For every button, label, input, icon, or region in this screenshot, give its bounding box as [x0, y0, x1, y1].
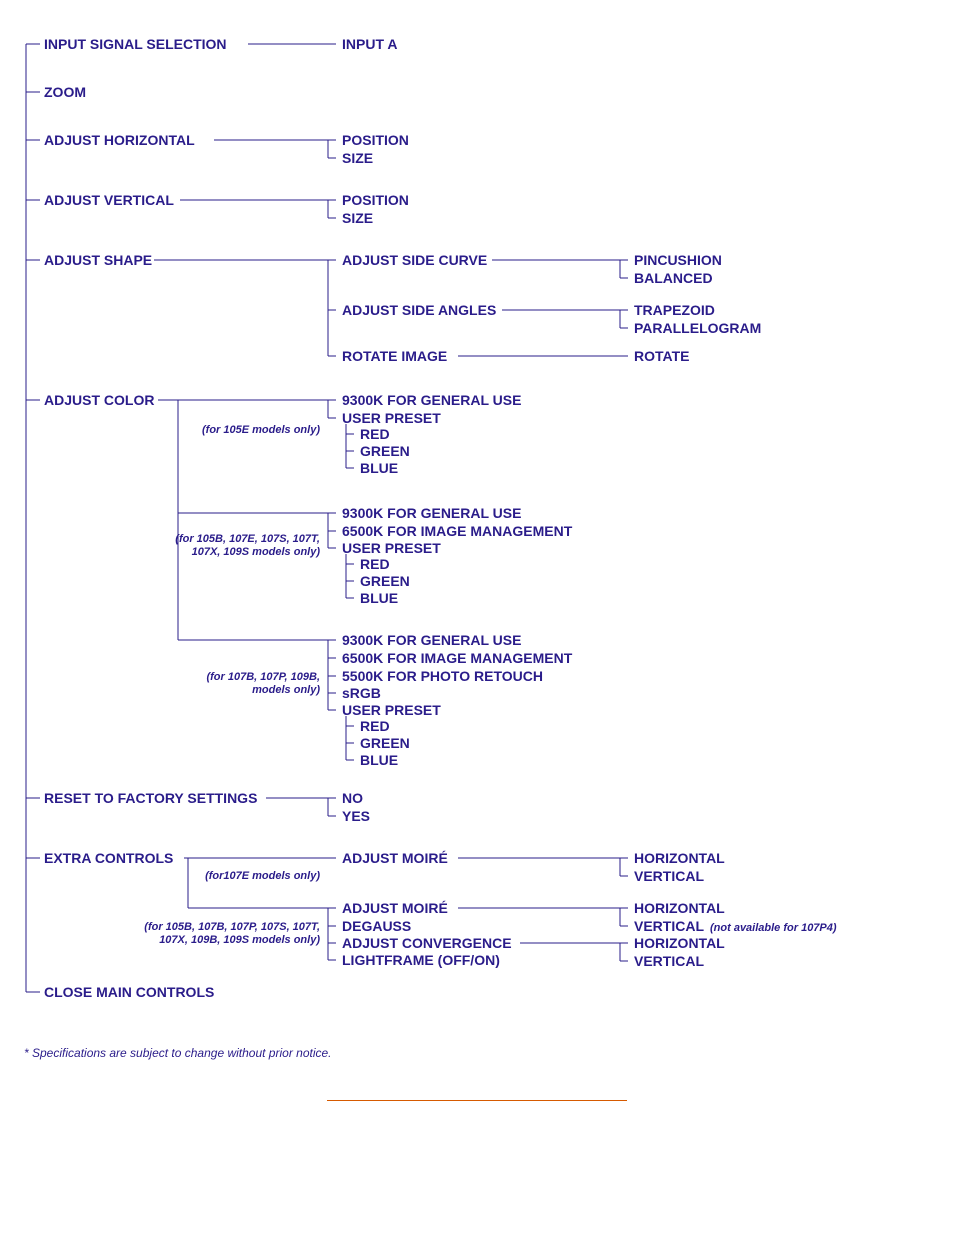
l2-moire-1: ADJUST MOIRÉ: [342, 850, 448, 866]
l2-5500-3: 5500K FOR PHOTO RETOUCH: [342, 668, 543, 684]
divider-rule: [327, 1100, 627, 1101]
l3-vert-2: VERTICAL: [634, 918, 704, 934]
l3-rotate: ROTATE: [634, 348, 689, 364]
l2-srgb-3: sRGB: [342, 685, 381, 701]
note-107e: (for107E models only): [205, 870, 320, 882]
l2-green-3: GREEN: [360, 735, 410, 751]
l2-convergence: ADJUST CONVERGENCE: [342, 935, 512, 951]
l2-6500-3: 6500K FOR IMAGE MANAGEMENT: [342, 650, 573, 666]
l2-side-curve: ADJUST SIDE CURVE: [342, 252, 487, 268]
l2-6500-2: 6500K FOR IMAGE MANAGEMENT: [342, 523, 573, 539]
l2-blue-2: BLUE: [360, 590, 398, 606]
l2-lightframe: LIGHTFRAME (OFF/ON): [342, 952, 500, 968]
l1-close: CLOSE MAIN CONTROLS: [44, 984, 214, 1000]
note-3a: (for 107B, 107P, 109B,: [206, 671, 320, 683]
l3-vert-note: (not available for 107P4): [710, 922, 837, 934]
l1-reset: RESET TO FACTORY SETTINGS: [44, 790, 257, 806]
l1-extra: EXTRA CONTROLS: [44, 850, 173, 866]
l2-red-3: RED: [360, 718, 390, 734]
note-5a: (for 105B, 107B, 107P, 107S, 107T,: [144, 921, 320, 933]
l2-blue-1: BLUE: [360, 460, 398, 476]
l3-horiz-2: HORIZONTAL: [634, 900, 725, 916]
l2-yes: YES: [342, 808, 370, 824]
l2-9300-2: 9300K FOR GENERAL USE: [342, 505, 521, 521]
l1-adj-h: ADJUST HORIZONTAL: [44, 132, 195, 148]
l3-horiz-3: HORIZONTAL: [634, 935, 725, 951]
l3-parallel: PARALLELOGRAM: [634, 320, 761, 336]
l2-red-1: RED: [360, 426, 390, 442]
l2-input-a: INPUT A: [342, 36, 397, 52]
l2-side-angles: ADJUST SIDE ANGLES: [342, 302, 496, 318]
note-2b: 107X, 109S models only): [192, 546, 321, 558]
l2-green-2: GREEN: [360, 573, 410, 589]
l3-balanced: BALANCED: [634, 270, 713, 286]
l2-9300-3: 9300K FOR GENERAL USE: [342, 632, 521, 648]
note-105e: (for 105E models only): [202, 424, 320, 436]
l1-adj-v: ADJUST VERTICAL: [44, 192, 174, 208]
l2-position-v: POSITION: [342, 192, 409, 208]
l2-size-h: SIZE: [342, 150, 373, 166]
note-2a: (for 105B, 107E, 107S, 107T,: [175, 533, 320, 545]
l3-vert-3: VERTICAL: [634, 953, 704, 969]
l2-blue-3: BLUE: [360, 752, 398, 768]
footnote: * Specifications are subject to change w…: [24, 1046, 944, 1060]
l2-rotate-img: ROTATE IMAGE: [342, 348, 447, 364]
note-5b: 107X, 109B, 109S models only): [159, 934, 320, 946]
l2-red-2: RED: [360, 556, 390, 572]
l2-no: NO: [342, 790, 363, 806]
l1-adj-color: ADJUST COLOR: [44, 392, 154, 408]
l2-position-h: POSITION: [342, 132, 409, 148]
l2-userpreset-1: USER PRESET: [342, 410, 441, 426]
l2-moire-2: ADJUST MOIRÉ: [342, 900, 448, 916]
l2-userpreset-3: USER PRESET: [342, 702, 441, 718]
note-3b: models only): [252, 684, 320, 696]
l2-green-1: GREEN: [360, 443, 410, 459]
l2-size-v: SIZE: [342, 210, 373, 226]
l1-input-signal: INPUT SIGNAL SELECTION: [44, 36, 227, 52]
l3-pincushion: PINCUSHION: [634, 252, 722, 268]
l3-horiz-1: HORIZONTAL: [634, 850, 725, 866]
l3-trapezoid: TRAPEZOID: [634, 302, 715, 318]
l1-zoom: ZOOM: [44, 84, 86, 100]
l2-userpreset-2: USER PRESET: [342, 540, 441, 556]
l2-degauss: DEGAUSS: [342, 918, 411, 934]
menu-tree-diagram: INPUT SIGNAL SELECTION INPUT A ZOOM ADJU…: [10, 20, 940, 1040]
l3-vert-1: VERTICAL: [634, 868, 704, 884]
l2-9300-1: 9300K FOR GENERAL USE: [342, 392, 521, 408]
l1-adj-shape: ADJUST SHAPE: [44, 252, 152, 268]
